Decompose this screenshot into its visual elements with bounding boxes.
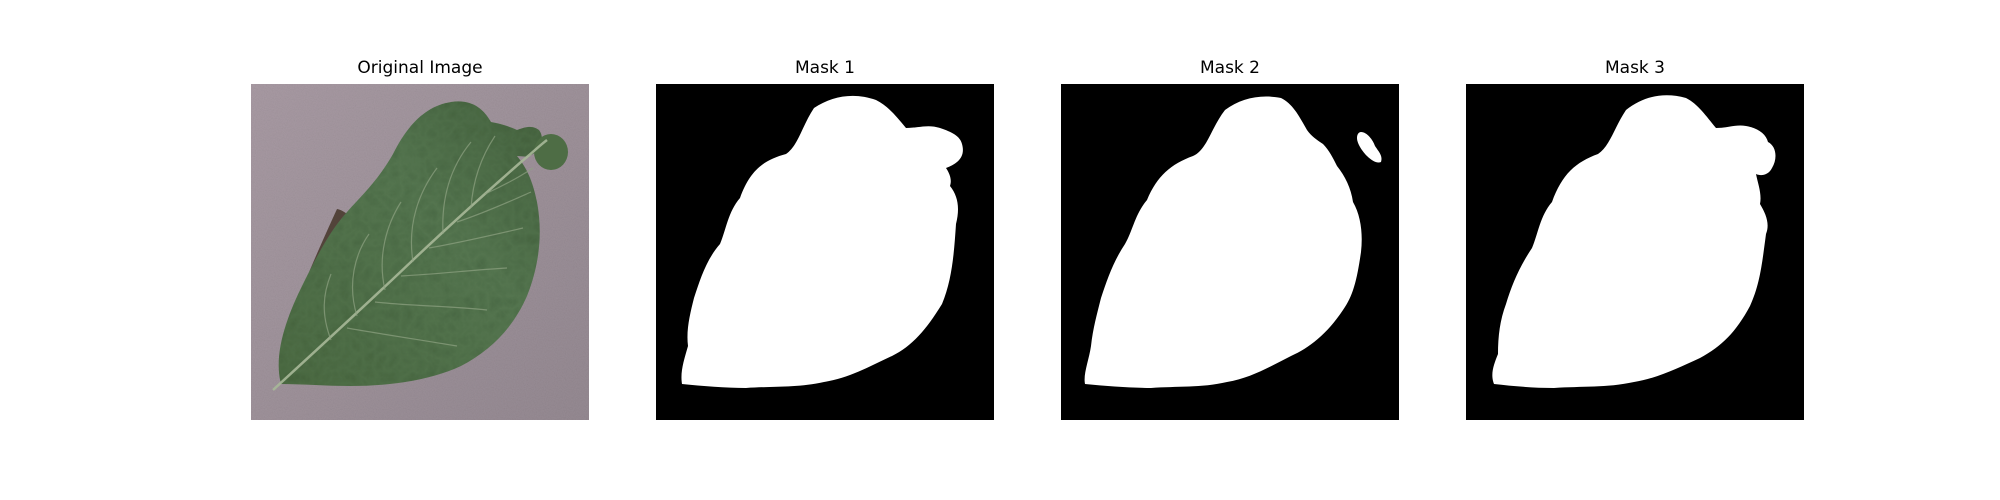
panel-title: Mask 3: [1604, 58, 1665, 78]
mask-3-region: [1492, 95, 1776, 389]
leaf-shape: [278, 101, 542, 386]
mask-2-image: [1061, 84, 1399, 420]
mask-2-region: [1084, 96, 1362, 388]
panel-mask-2: Mask 2: [1061, 56, 1399, 420]
panel-title: Original Image: [357, 58, 483, 78]
leaf-veins: [323, 135, 534, 347]
leaf-lobe: [534, 134, 568, 170]
panel-original-image: Original Image: [251, 56, 589, 420]
leaf-photo: [251, 84, 589, 420]
panel-title: Mask 2: [1199, 58, 1260, 78]
panel-title: Mask 1: [794, 58, 855, 78]
mask-3-image: [1466, 84, 1804, 420]
panel-mask-1: Mask 1: [656, 56, 994, 420]
mask-2-fragment: [1357, 132, 1382, 163]
mask-1-region: [681, 95, 963, 389]
leaf-midrib: [272, 139, 548, 391]
panel-mask-3: Mask 3: [1466, 56, 1804, 420]
mask-1-image: [656, 84, 994, 420]
